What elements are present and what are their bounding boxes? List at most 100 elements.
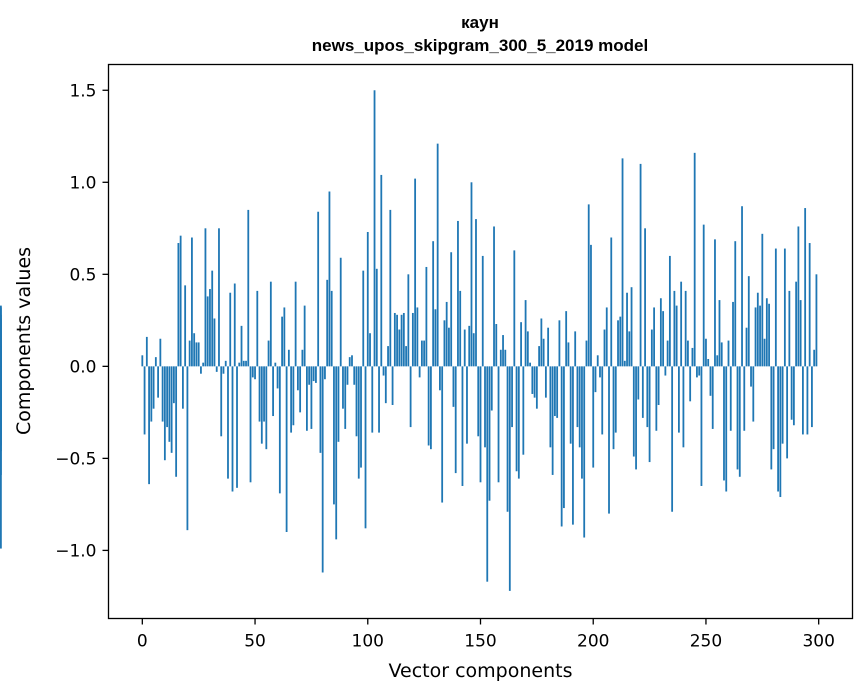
bar [481, 255, 484, 367]
bar [281, 316, 283, 367]
bar [684, 290, 687, 367]
x-tick-label: 300 [802, 632, 834, 652]
bar [632, 366, 635, 457]
bar [439, 366, 441, 391]
bar [310, 366, 313, 429]
y-axis-ticks: −1.0 −0.5 0.0 0.5 1.0 1.5 [55, 81, 109, 561]
bar [308, 366, 311, 385]
bar [335, 366, 338, 540]
bar [380, 174, 383, 367]
bar [506, 366, 509, 512]
bar [750, 366, 752, 387]
bar [141, 355, 144, 367]
bar [172, 366, 175, 404]
bar [490, 366, 493, 411]
bar [294, 281, 297, 367]
bar [630, 287, 633, 367]
bar [648, 366, 651, 463]
bar [628, 331, 631, 367]
bar [572, 366, 574, 525]
bar [296, 366, 299, 391]
bar [718, 300, 721, 367]
bar [702, 224, 705, 367]
bar [267, 340, 270, 367]
bar [788, 290, 791, 367]
bar [326, 279, 329, 367]
bar [371, 366, 374, 433]
chart-title: каун [461, 13, 499, 32]
bar [240, 325, 243, 367]
bar [466, 366, 468, 444]
bar [511, 366, 513, 428]
bar [513, 250, 516, 367]
bar [319, 366, 322, 453]
bar [813, 349, 816, 367]
bar [538, 346, 541, 367]
bar [384, 366, 387, 404]
bar [260, 366, 263, 444]
bar [299, 366, 302, 413]
bar [321, 366, 324, 573]
bar [752, 366, 755, 422]
bar [650, 329, 653, 367]
bar [729, 366, 732, 431]
bar [0, 366, 2, 382]
bar [554, 366, 556, 417]
y-tick-label: 1.5 [69, 81, 96, 101]
bar [508, 366, 511, 591]
bar [423, 340, 426, 367]
bar [544, 366, 547, 398]
bar [306, 366, 308, 431]
bar [576, 366, 579, 428]
bar [254, 366, 256, 380]
bar [574, 331, 577, 367]
bar [179, 235, 182, 367]
bar [504, 349, 507, 367]
bar [441, 366, 444, 503]
bar [619, 316, 622, 367]
bar [407, 274, 410, 367]
bar [463, 329, 466, 367]
bar [705, 338, 707, 367]
bar [756, 292, 759, 367]
bar [450, 252, 453, 367]
bar [443, 320, 446, 367]
bar [409, 366, 412, 428]
bar [211, 270, 214, 367]
bar [517, 366, 520, 479]
bar [682, 366, 685, 448]
bar [148, 366, 150, 485]
chart-subtitle: news_upos_skipgram_300_5_2019 model [312, 36, 648, 55]
bar [251, 366, 254, 378]
bar [186, 366, 189, 531]
bar [603, 329, 606, 367]
bar [344, 366, 347, 429]
bar [339, 257, 342, 367]
bar [792, 366, 795, 426]
x-tick-label: 100 [352, 632, 384, 652]
bar [535, 366, 538, 409]
bar [152, 366, 155, 409]
bar [497, 366, 500, 483]
bar [436, 143, 439, 367]
bar [700, 366, 703, 486]
bar [556, 366, 559, 418]
bar [330, 290, 333, 367]
x-tick-label: 200 [577, 632, 609, 652]
bar [448, 327, 450, 367]
bar [768, 303, 770, 367]
bar [754, 307, 757, 367]
bar [317, 211, 320, 367]
bar [292, 366, 295, 426]
bar [738, 366, 741, 477]
bar [416, 307, 419, 367]
bar [375, 268, 378, 367]
bar [488, 366, 491, 501]
bar [373, 90, 376, 367]
bar [522, 366, 525, 455]
bar [457, 220, 459, 367]
bar [369, 333, 371, 367]
bar [590, 244, 592, 367]
bar [563, 366, 565, 509]
y-tick-label: 1.0 [69, 173, 96, 193]
